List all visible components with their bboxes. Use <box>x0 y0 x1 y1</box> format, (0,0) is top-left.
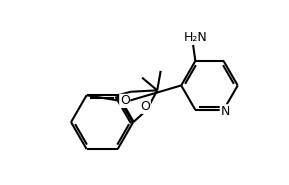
Text: H₂N: H₂N <box>184 31 207 44</box>
Text: N: N <box>220 105 230 118</box>
Text: O: O <box>140 100 150 113</box>
Text: O: O <box>120 94 130 107</box>
